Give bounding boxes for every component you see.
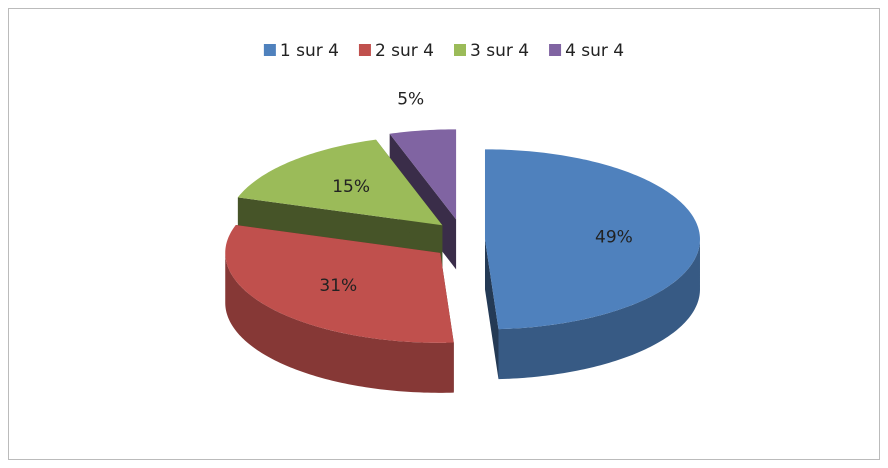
legend-swatch bbox=[263, 44, 276, 56]
pie-slice bbox=[389, 129, 457, 220]
legend-swatch bbox=[549, 44, 562, 56]
slice-edge-wall bbox=[484, 239, 499, 380]
legend-label: 4 sur 4 bbox=[565, 41, 624, 61]
pie-slice bbox=[484, 149, 700, 330]
data-label: 15% bbox=[332, 177, 370, 197]
legend-label: 3 sur 4 bbox=[470, 41, 529, 61]
legend: 1 sur 4 2 sur 4 3 sur 4 4 sur 4 bbox=[263, 41, 624, 61]
data-label: 31% bbox=[319, 276, 357, 296]
slice-side-wall bbox=[225, 252, 454, 393]
legend-label: 1 sur 4 bbox=[280, 41, 339, 61]
slice-side-wall bbox=[498, 239, 700, 380]
pie-slice bbox=[237, 139, 443, 226]
pie-slice bbox=[225, 225, 454, 343]
legend-label: 2 sur 4 bbox=[375, 41, 434, 61]
legend-swatch bbox=[454, 44, 466, 56]
legend-swatch bbox=[358, 44, 371, 56]
data-label: 5% bbox=[397, 89, 424, 109]
data-label: 49% bbox=[595, 228, 633, 248]
